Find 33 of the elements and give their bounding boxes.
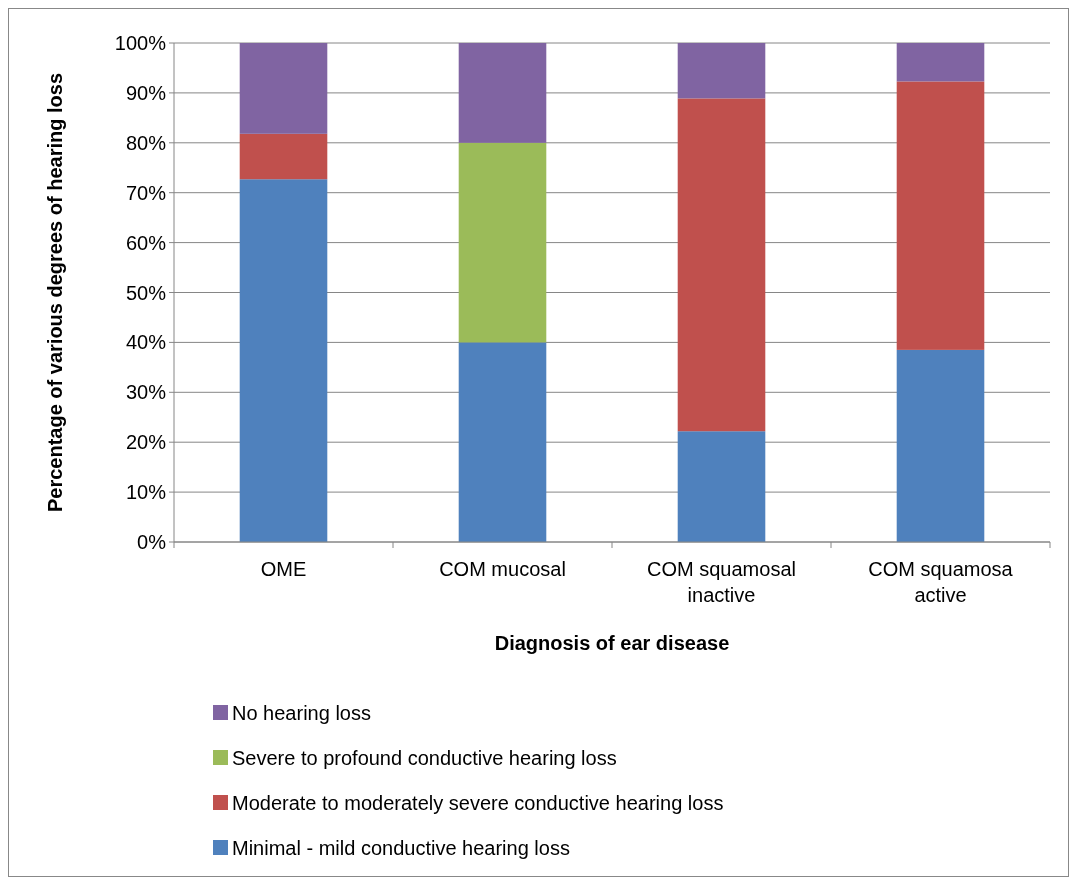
bar (239, 179, 328, 542)
bar (677, 98, 766, 432)
bar (677, 43, 766, 99)
x-tick-label: COM squamosa active (868, 558, 1014, 606)
legend-label: No hearing loss (232, 702, 371, 724)
y-tick-label: 20% (125, 431, 167, 454)
y-tick-label: 60% (125, 231, 167, 254)
bar (239, 43, 328, 134)
bar (458, 342, 547, 542)
y-axis-title: Percentage of various degrees of hearing loss (44, 72, 66, 513)
x-tick-label: COM squamosal inactive (647, 558, 796, 606)
legend-label: Minimal - mild conductive hearing loss (232, 837, 570, 859)
legend-label: Severe to profound conductive hearing loss (232, 747, 617, 769)
y-tick-label: 90% (125, 81, 167, 104)
y-tick-label: 30% (125, 381, 167, 404)
y-tick-label: 0% (137, 531, 167, 553)
legend-label: Moderate to moderately severe conductive hearing loss (232, 792, 724, 814)
y-tick-label: 100% (114, 32, 167, 54)
y-tick-label: 70% (125, 181, 167, 204)
x-tick-label: OME (260, 558, 307, 580)
x-tick-label: COM mucosal (439, 558, 566, 580)
bar (896, 81, 985, 350)
x-axis-title: Diagnosis of ear disease (494, 632, 730, 654)
bar (458, 142, 547, 343)
bar (677, 431, 766, 542)
bar (896, 43, 985, 82)
y-tick-label: 40% (125, 331, 167, 354)
y-tick-label: 10% (125, 481, 167, 504)
bar (896, 349, 985, 542)
y-tick-label: 50% (125, 281, 167, 304)
bar (458, 43, 547, 143)
y-tick-label: 80% (125, 131, 167, 154)
bar (239, 133, 328, 180)
